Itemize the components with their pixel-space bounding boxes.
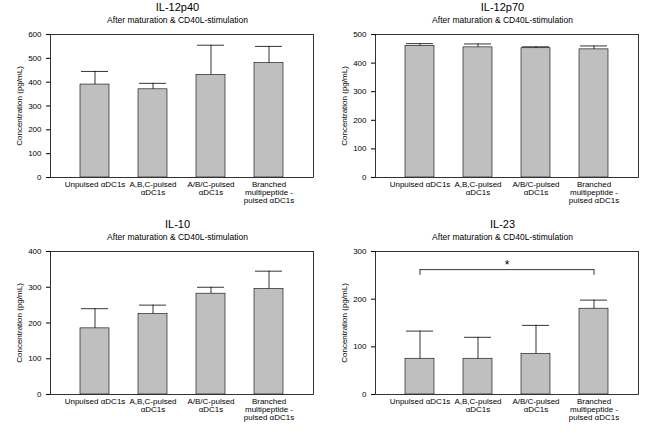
svg-text:200: 200 xyxy=(28,125,42,134)
html-text:IL-12p40: IL-12p40 xyxy=(155,1,200,13)
html-text:After maturation & CD40L-stimu: After maturation & CD40L-stimulation xyxy=(107,15,248,25)
svg-text:300: 300 xyxy=(353,247,367,256)
svg-text:100: 100 xyxy=(28,354,42,363)
svg-text:Unpulsed αDC1s: Unpulsed αDC1s xyxy=(390,397,451,406)
svg-text:100: 100 xyxy=(353,144,367,153)
svg-text:Unpulsed αDC1s: Unpulsed αDC1s xyxy=(390,180,451,189)
svg-text:0: 0 xyxy=(37,173,42,182)
html-text:IL-12p70: IL-12p70 xyxy=(480,1,525,13)
svg-text:Unpulsed αDC1s: Unpulsed αDC1s xyxy=(65,397,126,406)
svg-text:Concentration (pg/mL): Concentration (pg/mL) xyxy=(15,66,24,146)
svg-text:A/B/C-pulsedαDC1s: A/B/C-pulsedαDC1s xyxy=(187,180,234,197)
svg-text:300: 300 xyxy=(28,102,42,111)
svg-text:100: 100 xyxy=(353,342,367,351)
svg-text:0: 0 xyxy=(37,390,42,399)
svg-text:Concentration (pg/mL): Concentration (pg/mL) xyxy=(15,283,24,363)
svg-text:400: 400 xyxy=(28,247,42,256)
svg-text:A,B,C-pulsedαDC1s: A,B,C-pulsedαDC1s xyxy=(454,397,501,414)
svg-text:200: 200 xyxy=(28,319,42,328)
svg-text:A/B/C-pulsedαDC1s: A/B/C-pulsedαDC1s xyxy=(512,180,559,197)
html-text:After maturation & CD40L-stimu: After maturation & CD40L-stimulation xyxy=(432,232,573,242)
svg-text:Concentration (pg/mL): Concentration (pg/mL) xyxy=(340,283,349,363)
svg-text:600: 600 xyxy=(28,30,42,39)
svg-text:*: * xyxy=(505,258,510,272)
html-text:After maturation & CD40L-stimu: After maturation & CD40L-stimulation xyxy=(432,15,573,25)
svg-text:Branchedmultipeptide -pulsed α: Branchedmultipeptide -pulsed αDC1s xyxy=(244,180,294,205)
svg-text:A,B,C-pulsedαDC1s: A,B,C-pulsedαDC1s xyxy=(129,180,176,197)
svg-text:300: 300 xyxy=(28,283,42,292)
svg-text:Branchedmultipeptide -pulsed α: Branchedmultipeptide -pulsed αDC1s xyxy=(244,397,294,422)
html-text:IL-10: IL-10 xyxy=(165,218,190,230)
svg-text:500: 500 xyxy=(28,54,42,63)
svg-text:A/B/C-pulsedαDC1s: A/B/C-pulsedαDC1s xyxy=(187,397,234,414)
svg-text:A,B,C-pulsedαDC1s: A,B,C-pulsedαDC1s xyxy=(454,180,501,197)
svg-text:Concentration (pg/mL): Concentration (pg/mL) xyxy=(340,66,349,146)
svg-text:0: 0 xyxy=(362,173,367,182)
html-text:After maturation & CD40L-stimu: After maturation & CD40L-stimulation xyxy=(107,232,248,242)
svg-text:500: 500 xyxy=(353,30,367,39)
svg-text:Branchedmultipeptide -pulsed α: Branchedmultipeptide -pulsed αDC1s xyxy=(569,397,619,422)
svg-text:A/B/C-pulsedαDC1s: A/B/C-pulsedαDC1s xyxy=(512,397,559,414)
svg-text:100: 100 xyxy=(28,149,42,158)
svg-text:200: 200 xyxy=(353,116,367,125)
svg-text:Unpulsed αDC1s: Unpulsed αDC1s xyxy=(65,180,126,189)
svg-text:300: 300 xyxy=(353,87,367,96)
svg-text:400: 400 xyxy=(28,78,42,87)
svg-text:Branchedmultipeptide -pulsed α: Branchedmultipeptide -pulsed αDC1s xyxy=(569,180,619,205)
html-text:IL-23: IL-23 xyxy=(490,218,515,230)
svg-text:200: 200 xyxy=(353,295,367,304)
svg-text:0: 0 xyxy=(362,390,367,399)
svg-text:A,B,C-pulsedαDC1s: A,B,C-pulsedαDC1s xyxy=(129,397,176,414)
svg-text:400: 400 xyxy=(353,59,367,68)
